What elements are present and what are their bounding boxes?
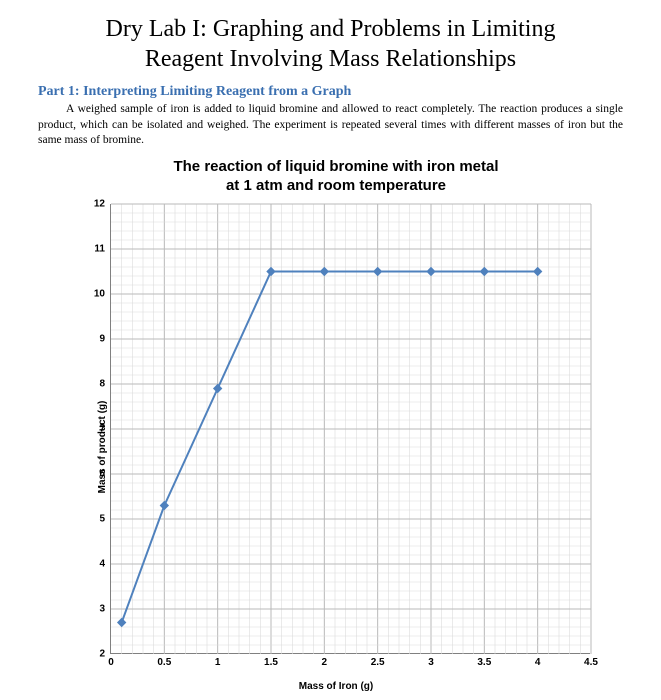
data-marker xyxy=(267,267,275,275)
plot-region: 2345678910111200.511.522.533.544.5 xyxy=(110,204,590,654)
y-tick-label: 9 xyxy=(99,333,111,344)
title-line-1: Dry Lab I: Graphing and Problems in Limi… xyxy=(106,16,556,42)
y-tick-label: 5 xyxy=(99,513,111,524)
data-marker xyxy=(534,267,542,275)
x-axis-label: Mass of Iron (g) xyxy=(62,681,610,692)
data-marker xyxy=(427,267,435,275)
y-tick-label: 4 xyxy=(99,558,111,569)
x-tick-label: 2.5 xyxy=(371,653,385,668)
section-heading: Part 1: Interpreting Limiting Reagent fr… xyxy=(38,84,623,100)
y-tick-label: 3 xyxy=(99,603,111,614)
chart-title: The reaction of liquid bromine with iron… xyxy=(62,157,610,196)
data-marker xyxy=(118,618,126,626)
data-marker xyxy=(160,501,168,509)
document-title: Dry Lab I: Graphing and Problems in Limi… xyxy=(38,14,623,74)
x-tick-label: 2 xyxy=(322,653,328,668)
data-marker xyxy=(214,384,222,392)
x-tick-label: 1 xyxy=(215,653,221,668)
x-tick-label: 1.5 xyxy=(264,653,278,668)
intro-paragraph: A weighed sample of iron is added to liq… xyxy=(38,102,623,149)
x-tick-label: 4 xyxy=(535,653,541,668)
data-marker xyxy=(320,267,328,275)
x-tick-label: 3.5 xyxy=(477,653,491,668)
y-tick-label: 11 xyxy=(94,243,111,254)
intro-text: A weighed sample of iron is added to liq… xyxy=(38,103,623,146)
x-tick-label: 4.5 xyxy=(584,653,598,668)
plot-svg xyxy=(111,204,591,654)
y-tick-label: 12 xyxy=(94,198,111,209)
y-tick-label: 7 xyxy=(99,423,111,434)
page: Dry Lab I: Graphing and Problems in Limi… xyxy=(0,0,661,700)
x-tick-label: 3 xyxy=(428,653,434,668)
data-marker xyxy=(374,267,382,275)
chart-area: Mass of product (g) Mass of Iron (g) 234… xyxy=(62,204,610,690)
chart-container: The reaction of liquid bromine with iron… xyxy=(62,157,610,690)
x-tick-label: 0 xyxy=(108,653,114,668)
y-tick-label: 6 xyxy=(99,468,111,479)
y-tick-label: 10 xyxy=(94,288,111,299)
y-tick-label: 8 xyxy=(99,378,111,389)
chart-title-line-1: The reaction of liquid bromine with iron… xyxy=(173,158,498,175)
chart-title-line-2: at 1 atm and room temperature xyxy=(226,177,446,194)
title-line-2: Reagent Involving Mass Relationships xyxy=(145,46,516,72)
data-marker xyxy=(480,267,488,275)
x-tick-label: 0.5 xyxy=(157,653,171,668)
